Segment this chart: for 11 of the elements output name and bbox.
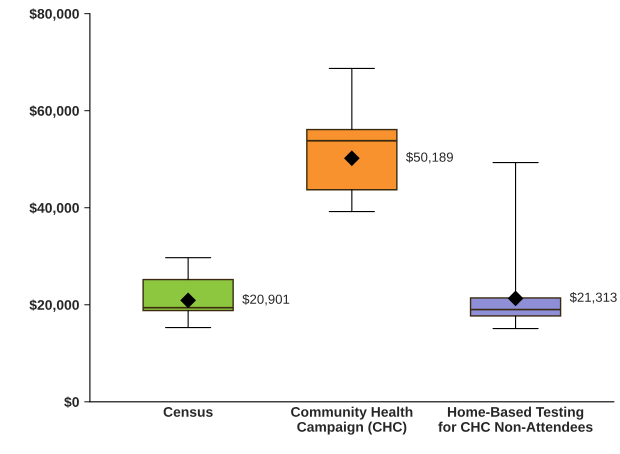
y-tick-label: $60,000 [29,105,79,118]
x-tick-label: Community Health Campaign (CHC) [291,406,412,435]
x-tick-label: Home-Based Testing for CHC Non-Attendees [438,406,593,432]
annotation: $50,189 [406,152,453,164]
annotation: $20,901 [242,294,290,306]
y-tick-label: $0 [64,396,79,408]
y-tick-label: $20,000 [29,299,79,312]
y-tick-label: $40,000 [29,202,79,215]
annotation: $21,313 [570,292,617,304]
y-tick-label: $80,000 [29,8,79,21]
x-tick-label: Census [164,407,213,417]
